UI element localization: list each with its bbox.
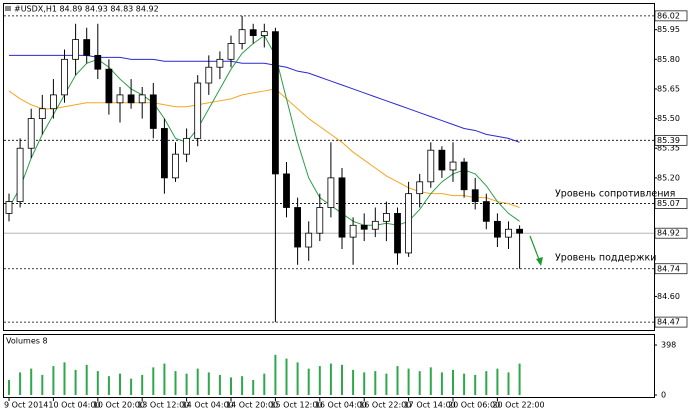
annotation: Уровень сопротивления — [555, 189, 675, 200]
level-label: 85.07 — [657, 199, 680, 208]
candle-body — [5, 201, 13, 214]
candle-body — [205, 66, 213, 84]
y-tick-label: 85.65 — [657, 84, 680, 93]
arrow — [529, 235, 541, 263]
level-label: 85.39 — [657, 136, 680, 145]
candle-body — [427, 149, 435, 183]
candle-body — [61, 58, 68, 96]
level-box — [654, 198, 688, 209]
candle-body — [294, 207, 302, 248]
candle-body — [16, 147, 24, 202]
candle-body — [249, 29, 257, 37]
volume-tick-label: 0 — [661, 391, 666, 400]
x-tick-label: 17 Oct 14:00 — [404, 401, 456, 410]
candle-body — [316, 207, 324, 234]
candle-body — [216, 58, 224, 68]
candle-body — [238, 29, 246, 44]
level-label: 84.74 — [657, 264, 680, 273]
moving-average — [8, 88, 520, 208]
candle-body — [83, 39, 91, 56]
y-tick-label: 85.95 — [657, 25, 680, 34]
candle-body — [127, 94, 135, 104]
chart-title: #USDX,H1 84.89 84.93 84.83 84.92 — [14, 5, 159, 14]
candle-body — [460, 161, 468, 191]
candle-body — [116, 94, 124, 104]
level-label: 84.92 — [657, 229, 680, 238]
y-tick-label: 84.60 — [657, 292, 680, 301]
candle-body — [394, 213, 401, 254]
x-tick-label: 14 Oct 04:00 — [182, 401, 234, 410]
level-box — [654, 227, 688, 239]
main-frame — [3, 3, 655, 331]
x-tick-label: 9 Oct 2014 — [4, 401, 48, 410]
moving-average — [9, 54, 520, 143]
x-tick-label: 16 Oct 04:00 — [315, 401, 367, 410]
candle-body — [360, 224, 368, 230]
candle-body — [72, 39, 79, 60]
x-tick-label: 20 Oct 22:00 — [492, 401, 544, 410]
candle-body — [94, 54, 102, 70]
candle-body — [271, 31, 279, 175]
level-label: 84.47 — [657, 318, 680, 327]
candle-body — [283, 173, 290, 208]
x-tick-label: 10 Oct 20:00 — [93, 401, 145, 410]
level-box — [654, 316, 688, 328]
candle-body — [349, 224, 357, 238]
volume-frame — [3, 334, 655, 398]
annotation: Уровень поддержки — [555, 253, 656, 264]
candle-body — [194, 82, 202, 139]
y-tick-label: 85.80 — [657, 55, 680, 64]
candle-body — [183, 137, 191, 155]
x-tick-label: 14 Oct 20:00 — [226, 401, 278, 410]
y-tick-label: 85.20 — [657, 173, 680, 182]
candle-body — [516, 228, 523, 234]
symbol-icon — [5, 6, 11, 11]
candle-body — [305, 232, 313, 248]
candle-body — [105, 68, 113, 104]
candle-body — [482, 201, 490, 222]
candle-body — [471, 189, 479, 202]
y-tick-label: 85.35 — [657, 144, 680, 153]
level-box — [654, 134, 688, 146]
candle-body — [172, 153, 179, 179]
level-box — [654, 10, 688, 22]
candle-body — [449, 161, 457, 171]
candle-body — [227, 43, 235, 60]
candle-body — [38, 108, 46, 119]
x-tick-label: 15 Oct 12:00 — [270, 401, 322, 410]
level-label: 86.02 — [657, 11, 680, 20]
candle-body — [382, 213, 390, 222]
candle-body — [27, 118, 35, 149]
arrow-head — [536, 257, 543, 266]
x-tick-label: 16 Oct 22:00 — [359, 401, 411, 410]
candle-body — [327, 177, 335, 208]
candle-body — [371, 220, 379, 230]
candle-body — [338, 177, 346, 238]
candle-body — [138, 94, 146, 104]
volume-tick-label: 398 — [661, 341, 676, 350]
candle-body — [493, 220, 501, 238]
candle-body — [438, 149, 446, 171]
level-box — [654, 263, 688, 275]
candle-body — [160, 128, 168, 179]
y-tick-label: 85.50 — [657, 114, 680, 123]
x-tick-label: 20 Oct 06:00 — [448, 401, 500, 410]
candle-body — [416, 181, 424, 195]
candle-body — [505, 228, 512, 238]
candle-body — [405, 193, 413, 254]
volume-title: Volumes 8 — [6, 337, 48, 346]
x-tick-label: 13 Oct 12:00 — [137, 401, 189, 410]
candle-body — [149, 94, 157, 129]
candle-body — [260, 31, 268, 37]
candle-body — [50, 94, 57, 110]
x-tick-label: 10 Oct 04:00 — [48, 401, 100, 410]
